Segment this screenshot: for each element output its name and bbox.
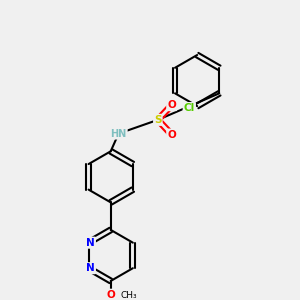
Text: HN: HN bbox=[110, 129, 127, 139]
Text: O: O bbox=[167, 130, 176, 140]
Text: N: N bbox=[86, 238, 95, 248]
Text: N: N bbox=[86, 263, 95, 273]
Text: S: S bbox=[154, 115, 162, 125]
Text: O: O bbox=[167, 100, 176, 110]
Text: CH₃: CH₃ bbox=[121, 291, 137, 300]
Text: Cl: Cl bbox=[184, 103, 195, 113]
Text: O: O bbox=[106, 290, 115, 300]
